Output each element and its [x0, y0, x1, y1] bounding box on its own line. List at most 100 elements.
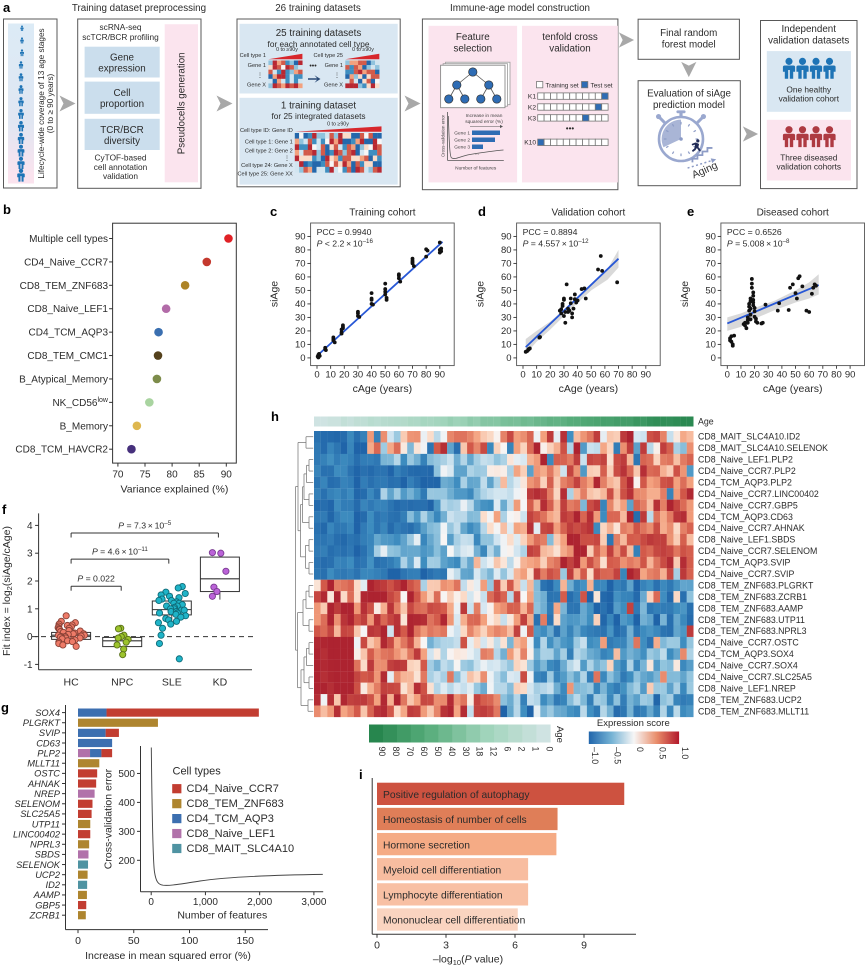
svg-text:SELENOM: SELENOM [15, 799, 61, 809]
svg-text:CD4_Naive_CCR7.OSTC: CD4_Naive_CCR7.OSTC [698, 638, 799, 648]
svg-text:90: 90 [845, 370, 856, 381]
svg-text:K1: K1 [528, 94, 536, 101]
svg-text:0: 0 [374, 940, 380, 952]
svg-text:0: 0 [75, 935, 81, 947]
svg-text:1.0: 1.0 [680, 747, 690, 759]
svg-text:cell annotation: cell annotation [94, 162, 148, 172]
svg-text:SLC25A5: SLC25A5 [20, 809, 61, 819]
svg-text:40: 40 [447, 747, 457, 757]
svg-text:0: 0 [300, 353, 305, 364]
svg-text:10: 10 [501, 339, 512, 350]
svg-text:CD4_Naive_CCR7.GBP5: CD4_Naive_CCR7.GBP5 [698, 500, 798, 510]
svg-text:0: 0 [148, 897, 154, 908]
svg-text:Fit index = log2(siAge/cAge): Fit index = log2(siAge/cAge) [1, 526, 14, 656]
svg-text:Evaluation of siAge: Evaluation of siAge [647, 89, 731, 100]
svg-text:KD: KD [213, 677, 228, 689]
svg-text:Increase in mean squared error: Increase in mean squared error (%) [85, 950, 251, 962]
svg-text:Positive regulation of autopha: Positive regulation of autophagy [383, 790, 530, 801]
svg-text:Training cohort: Training cohort [349, 208, 416, 219]
svg-text:1 training dataset: 1 training dataset [281, 101, 356, 112]
svg-text:0: 0 [635, 747, 645, 752]
svg-text:400: 400 [118, 798, 135, 809]
svg-text:tenfold cross: tenfold cross [542, 32, 598, 43]
svg-text:CD4_TCM_AQP3.PLP2: CD4_TCM_AQP3.PLP2 [698, 477, 792, 487]
svg-text:Training set: Training set [546, 82, 579, 89]
svg-text:Hormone secretion: Hormone secretion [383, 840, 470, 851]
svg-text:•••: ••• [309, 63, 317, 70]
svg-text:26 training datasets: 26 training datasets [275, 3, 361, 14]
svg-text:3,000: 3,000 [301, 897, 326, 908]
svg-text:70: 70 [407, 370, 418, 381]
svg-text:CD4_Naive_CCR7.SLC25A5: CD4_Naive_CCR7.SLC25A5 [698, 672, 812, 682]
svg-text:Gene X: Gene X [247, 83, 266, 89]
svg-text:0: 0 [545, 747, 555, 752]
svg-text:Gene 1: Gene 1 [325, 63, 343, 69]
svg-text:ID2: ID2 [46, 880, 61, 890]
svg-text:squared error (%): squared error (%) [465, 119, 503, 125]
svg-text:Cell: Cell [114, 88, 131, 99]
svg-text:18: 18 [475, 747, 485, 757]
svg-text:80: 80 [831, 370, 842, 381]
svg-text:Cell type 1: Cell type 1 [240, 53, 266, 59]
svg-text:siAge: siAge [475, 281, 487, 307]
svg-text:TCR/BCR: TCR/BCR [100, 125, 144, 136]
svg-text:K2: K2 [528, 104, 536, 111]
svg-text:12: 12 [489, 747, 499, 757]
svg-text:0.5: 0.5 [658, 747, 668, 759]
svg-text:P < 2.2 × 10–16: P < 2.2 × 10–16 [317, 238, 374, 249]
svg-text:ZCRB1: ZCRB1 [29, 911, 60, 921]
svg-text:90: 90 [641, 370, 652, 381]
svg-text:85: 85 [194, 470, 206, 481]
svg-text:CD4_Naive_CCR7.SELENOM: CD4_Naive_CCR7.SELENOM [698, 546, 817, 556]
svg-text:90: 90 [705, 231, 716, 242]
svg-text:c: c [270, 204, 277, 219]
svg-text:CD4_Naive_CCR7.SVIP: CD4_Naive_CCR7.SVIP [698, 569, 794, 579]
svg-text:SBDS: SBDS [35, 850, 61, 860]
svg-text:proportion: proportion [100, 99, 144, 110]
svg-text:60: 60 [804, 370, 815, 381]
svg-text:0: 0 [711, 353, 716, 364]
svg-text:20: 20 [749, 370, 760, 381]
svg-text:h: h [271, 409, 279, 424]
svg-text:2: 2 [517, 747, 527, 752]
svg-text:expression: expression [98, 64, 145, 75]
svg-text:70: 70 [501, 258, 512, 269]
svg-text:CD8_TEM_ZNF683: CD8_TEM_ZNF683 [20, 281, 109, 292]
svg-text:b: b [3, 202, 11, 217]
svg-text:40: 40 [366, 370, 377, 381]
svg-text:50: 50 [433, 747, 443, 757]
svg-text:e: e [687, 204, 694, 219]
svg-text:70: 70 [818, 370, 829, 381]
svg-text:scRNA-seq: scRNA-seq [100, 22, 142, 32]
svg-text:60: 60 [419, 747, 429, 757]
svg-text:Cell types: Cell types [173, 766, 222, 778]
svg-text:0 to ≥90y: 0 to ≥90y [276, 47, 298, 53]
svg-text:d: d [478, 204, 486, 219]
svg-text:2,000: 2,000 [247, 897, 272, 908]
svg-text:10: 10 [295, 339, 306, 350]
svg-text:50: 50 [586, 370, 597, 381]
svg-text:40: 40 [777, 370, 788, 381]
svg-text:40: 40 [295, 299, 306, 310]
svg-text:Three diseased: Three diseased [780, 153, 838, 163]
svg-text:SLE: SLE [162, 677, 182, 689]
svg-text:30: 30 [461, 747, 471, 757]
svg-text:50: 50 [501, 285, 512, 296]
svg-text:20: 20 [295, 326, 306, 337]
svg-text:20: 20 [501, 326, 512, 337]
svg-text:siAge: siAge [269, 281, 281, 307]
svg-text:90: 90 [221, 470, 233, 481]
svg-text:40: 40 [572, 370, 583, 381]
svg-text:Cell type ID: Gene ID: Cell type ID: Gene ID [240, 128, 293, 134]
svg-text:90: 90 [435, 370, 446, 381]
svg-text:3: 3 [443, 940, 449, 952]
svg-text:0 to ≥90y: 0 to ≥90y [327, 122, 349, 128]
svg-text:Gene X: Gene X [324, 83, 343, 89]
svg-text:CD8_MAIT_SLC4A10: CD8_MAIT_SLC4A10 [187, 843, 295, 855]
svg-text:Independent: Independent [781, 24, 836, 35]
svg-text:Cell type 2: Gene 2: Cell type 2: Gene 2 [245, 149, 293, 155]
svg-text:NPRL3: NPRL3 [30, 840, 61, 850]
svg-text:validation: validation [103, 171, 138, 181]
svg-text:300: 300 [118, 827, 135, 838]
svg-text:-1: -1 [24, 660, 33, 671]
